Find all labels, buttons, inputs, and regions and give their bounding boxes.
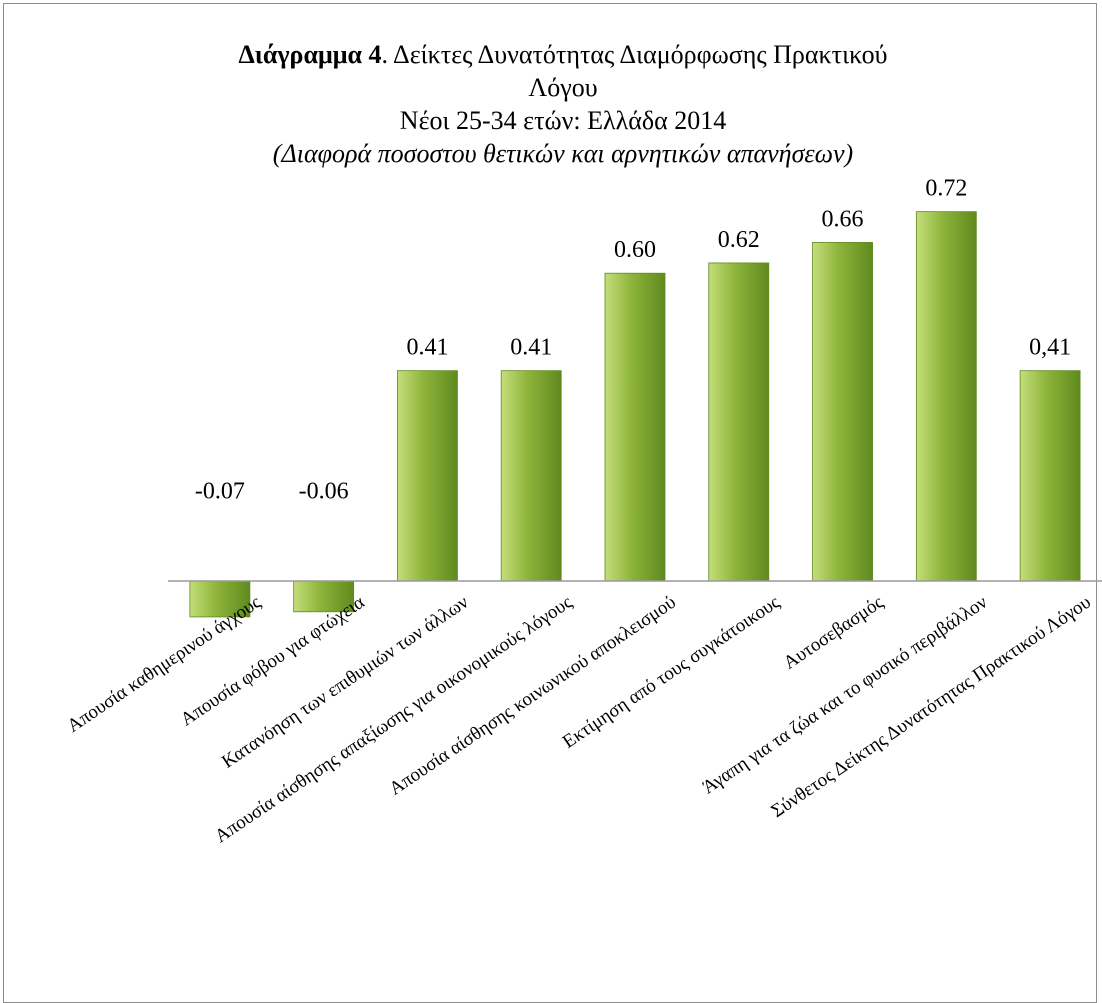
data-label-8: 0.72: [925, 176, 967, 202]
bar-7: [812, 242, 873, 582]
bar-1: [189, 580, 251, 618]
category-label-7: Αυτοσεβασμός: [780, 591, 888, 673]
data-label-7: 0.66: [822, 206, 864, 232]
chart-note: (Διαφορά ποσοστου θετικών και αρνητικών …: [272, 139, 854, 168]
category-label-4: Απουσία αίσθησης απαξίωσης για οικονομικ…: [211, 591, 576, 847]
data-label-9: 0,41: [1029, 335, 1071, 361]
bar-8: [915, 211, 977, 582]
bar-9: [1019, 370, 1081, 582]
title-bold: Διάγραμμα 4: [238, 40, 382, 69]
bar-3: [397, 370, 458, 582]
data-label-6: 0.62: [718, 227, 760, 253]
data-label-5: 0.60: [614, 237, 656, 263]
chart-subtitle: Νέοι 25-34 ετών: Ελλάδα 2014: [399, 106, 727, 135]
title-rest: . Δείκτες Δυνατότητας Διαμόρφωσης Πρακτι…: [381, 40, 888, 69]
bar-2: [293, 580, 355, 613]
title-line2: Λόγου: [528, 73, 598, 102]
bar-5: [604, 272, 666, 582]
data-label-2: -0.06: [299, 478, 349, 504]
category-label-6: Εκτίμηση από τους συγκάτοικους: [559, 591, 784, 752]
chart-title: Διάγραμμα 4. Δείκτες Δυνατότητας Διαμόρφ…: [0, 38, 1102, 170]
data-label-3: 0.41: [406, 335, 448, 361]
category-label-1: Απουσία καθημερινού άγχους: [64, 591, 266, 736]
data-label-1: -0.07: [195, 478, 245, 504]
bar-6: [708, 262, 770, 582]
bar-4: [500, 370, 562, 582]
data-label-4: 0.41: [510, 335, 552, 361]
